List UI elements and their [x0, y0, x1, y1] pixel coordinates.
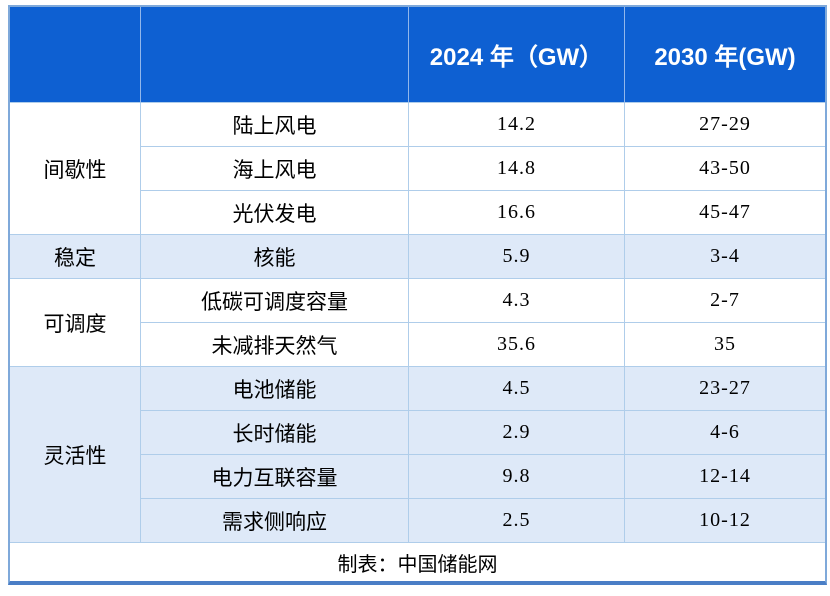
- value-2030-cell: 4-6: [625, 411, 825, 455]
- capacity-table: 2024 年（GW） 2030 年(GW) 间歇性 陆上风电 14.2 27-2…: [8, 5, 827, 585]
- header-2024-cell: 2024 年（GW）: [409, 7, 625, 103]
- value-2024-cell: 5.9: [409, 235, 625, 279]
- group-label-stable: 稳定: [10, 235, 141, 279]
- item-cell: 海上风电: [141, 147, 409, 191]
- value-2024-cell: 2.9: [409, 411, 625, 455]
- value-2030-cell: 12-14: [625, 455, 825, 499]
- table-row: 稳定 核能 5.9 3-4: [10, 235, 825, 279]
- table-row: 未减排天然气 35.6 35: [10, 323, 825, 367]
- value-2024-cell: 9.8: [409, 455, 625, 499]
- item-cell: 长时储能: [141, 411, 409, 455]
- value-2030-cell: 27-29: [625, 103, 825, 147]
- value-2024-cell: 16.6: [409, 191, 625, 235]
- value-2024-cell: 4.3: [409, 279, 625, 323]
- item-cell: 电力互联容量: [141, 455, 409, 499]
- value-2030-cell: 3-4: [625, 235, 825, 279]
- value-2024-cell: 14.2: [409, 103, 625, 147]
- group-label-flexibility: 灵活性: [10, 367, 141, 543]
- value-2024-cell: 4.5: [409, 367, 625, 411]
- footer-row: 制表：中国储能网: [10, 543, 825, 581]
- header-blank-item: [141, 7, 409, 103]
- item-cell: 需求侧响应: [141, 499, 409, 543]
- value-2024-cell: 35.6: [409, 323, 625, 367]
- item-cell: 光伏发电: [141, 191, 409, 235]
- value-2030-cell: 43-50: [625, 147, 825, 191]
- value-2030-cell: 10-12: [625, 499, 825, 543]
- item-cell: 核能: [141, 235, 409, 279]
- value-2030-cell: 23-27: [625, 367, 825, 411]
- item-cell: 低碳可调度容量: [141, 279, 409, 323]
- footer-credit: 制表：中国储能网: [10, 543, 825, 581]
- table-row: 间歇性 陆上风电 14.2 27-29: [10, 103, 825, 235]
- value-2024-cell: 2.5: [409, 499, 625, 543]
- table-row: 长时储能 2.9 4-6: [10, 411, 825, 455]
- table-row: 灵活性 电池储能 4.5 23-27: [10, 367, 825, 543]
- table-row: 海上风电 14.8 43-50: [10, 147, 825, 191]
- header-blank-group: [10, 7, 141, 103]
- capacity-table-container: 2024 年（GW） 2030 年(GW) 间歇性 陆上风电 14.2 27-2…: [8, 5, 827, 585]
- table-row: 需求侧响应 2.5 10-12: [10, 499, 825, 543]
- value-2030-cell: 45-47: [625, 191, 825, 235]
- header-2030-cell: 2030 年(GW): [625, 7, 825, 103]
- header-row: 2024 年（GW） 2030 年(GW): [10, 7, 825, 103]
- group-label-dispatchable: 可调度: [10, 279, 141, 367]
- group-label-intermittent: 间歇性: [10, 103, 141, 235]
- table-row: 可调度 低碳可调度容量 4.3 2-7: [10, 279, 825, 367]
- item-cell: 电池储能: [141, 367, 409, 411]
- value-2024-cell: 14.8: [409, 147, 625, 191]
- item-cell: 未减排天然气: [141, 323, 409, 367]
- value-2030-cell: 35: [625, 323, 825, 367]
- table-row: 电力互联容量 9.8 12-14: [10, 455, 825, 499]
- table-row: 光伏发电 16.6 45-47: [10, 191, 825, 235]
- value-2030-cell: 2-7: [625, 279, 825, 323]
- item-cell: 陆上风电: [141, 103, 409, 147]
